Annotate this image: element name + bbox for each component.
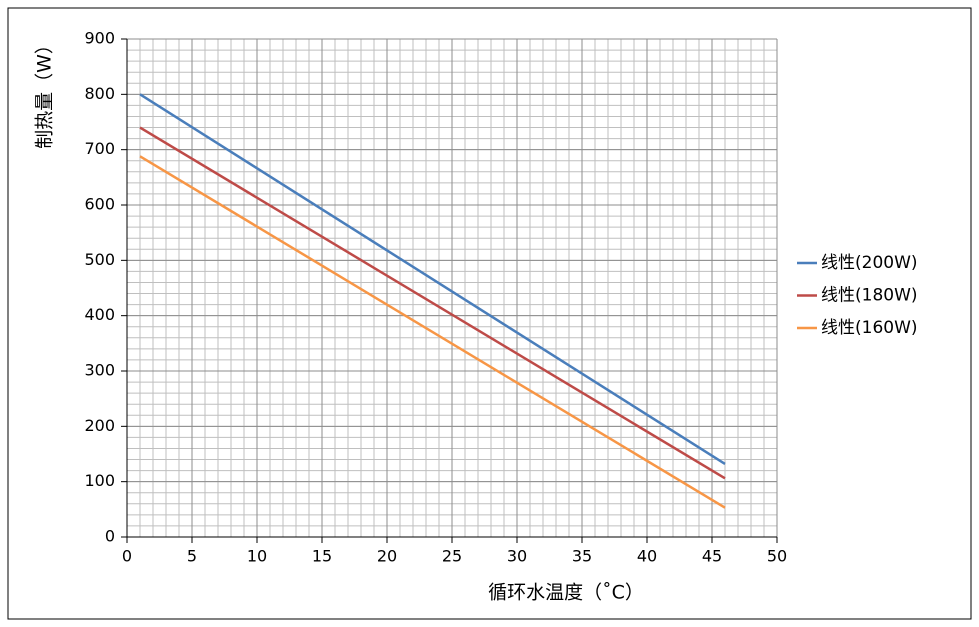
- y-tick-label: 400: [84, 305, 115, 324]
- series-line: [139, 93, 726, 466]
- x-tick-label: 0: [122, 547, 132, 566]
- y-tick-label: 300: [84, 361, 115, 380]
- series-line: [139, 155, 726, 509]
- y-tick-label: 800: [84, 84, 115, 103]
- legend-label: 线性(200W): [821, 253, 918, 273]
- x-tick-label: 5: [187, 547, 197, 566]
- y-tick-label: 200: [84, 416, 115, 435]
- chart-frame: [7, 7, 972, 620]
- x-tick-label: 30: [507, 547, 527, 566]
- y-tick-label: 700: [84, 139, 115, 158]
- x-tick-label: 45: [702, 547, 722, 566]
- x-tick-label: 10: [247, 547, 267, 566]
- y-tick-label: 100: [84, 471, 115, 490]
- y-tick-label: 900: [84, 29, 115, 48]
- y-tick-label: 600: [84, 195, 115, 214]
- x-tick-label: 15: [312, 547, 332, 566]
- y-axis-label: 制热量（W）: [34, 35, 56, 149]
- x-tick-label: 40: [637, 547, 657, 566]
- y-tick-label: 0: [105, 527, 115, 546]
- legend-label: 线性(180W): [821, 286, 918, 306]
- x-axis-label: 循环水温度（˚C）: [488, 582, 644, 604]
- x-tick-label: 35: [572, 547, 592, 566]
- y-tick-label: 500: [84, 250, 115, 269]
- x-tick-label: 20: [377, 547, 397, 566]
- x-tick-label: 25: [442, 547, 462, 566]
- x-tick-label: 50: [767, 547, 787, 566]
- legend-label: 线性(160W): [821, 318, 918, 338]
- series-line: [139, 126, 726, 480]
